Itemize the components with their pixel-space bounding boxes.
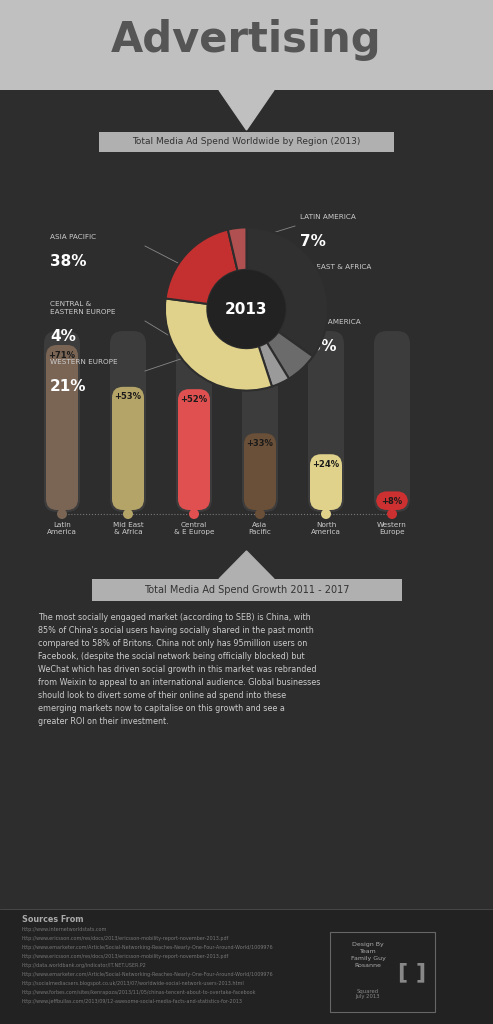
Text: 7%: 7% [300, 234, 326, 249]
Text: +71%: +71% [48, 350, 75, 359]
FancyBboxPatch shape [310, 455, 342, 510]
Circle shape [193, 349, 201, 357]
Circle shape [57, 509, 67, 519]
Text: emerging markets now to capitalise on this growth and see a: emerging markets now to capitalise on th… [38, 705, 285, 713]
Circle shape [189, 509, 199, 519]
Text: Latin
America: Latin America [47, 522, 77, 535]
Text: http://www.forbes.com/sites/kenrapoza/2013/11/05/chinas-tencent-about-to-overtak: http://www.forbes.com/sites/kenrapoza/20… [22, 990, 256, 995]
Text: greater ROI on their investment.: greater ROI on their investment. [38, 717, 169, 726]
Circle shape [123, 509, 133, 519]
Text: ASIA PACIFIC: ASIA PACIFIC [50, 234, 96, 240]
Circle shape [305, 327, 313, 335]
FancyBboxPatch shape [376, 492, 408, 510]
Text: +8%: +8% [382, 497, 403, 506]
Bar [92, 579, 401, 601]
Text: Asia
Pacific: Asia Pacific [248, 522, 272, 535]
Text: WESTERN EUROPE: WESTERN EUROPE [50, 359, 118, 365]
FancyBboxPatch shape [178, 389, 210, 510]
Bar [0, 0, 493, 90]
Text: http://www.emarketer.com/Article/Social-Networking-Reaches-Nearly-One-Four-Aroun: http://www.emarketer.com/Article/Social-… [22, 972, 274, 977]
FancyBboxPatch shape [110, 331, 146, 512]
Circle shape [255, 509, 265, 519]
Text: +53%: +53% [114, 392, 141, 401]
Text: compared to 58% of Britons. China not only has 95million users on: compared to 58% of Britons. China not on… [38, 639, 307, 648]
FancyBboxPatch shape [46, 345, 78, 510]
Text: Western
Europe: Western Europe [377, 522, 407, 535]
Text: http://www.ericsson.com/res/docs/2013/ericsson-mobility-report-november-2013.pdf: http://www.ericsson.com/res/docs/2013/er… [22, 936, 229, 941]
Bar [99, 132, 394, 152]
FancyBboxPatch shape [308, 331, 344, 512]
Text: Central
& E Europe: Central & E Europe [174, 522, 214, 535]
Circle shape [236, 239, 244, 247]
Text: http://www.emarketer.com/Article/Social-Networking-Reaches-Nearly-One-Four-Aroun: http://www.emarketer.com/Article/Social-… [22, 945, 274, 950]
Text: LATIN AMERICA: LATIN AMERICA [300, 214, 356, 220]
Text: from Weixin to appeal to an international audience. Global businesses: from Weixin to appeal to an internationa… [38, 678, 320, 687]
Wedge shape [166, 229, 238, 304]
Text: [ ]: [ ] [398, 962, 426, 982]
Bar [0, 909, 493, 1024]
FancyBboxPatch shape [44, 331, 80, 512]
Text: http://www.jeffbullas.com/2013/09/12-awesome-social-media-facts-and-statistics-f: http://www.jeffbullas.com/2013/09/12-awe… [22, 999, 243, 1004]
Text: The most socially engaged market (according to SEB) is China, with: The most socially engaged market (accord… [38, 613, 311, 622]
Wedge shape [228, 227, 246, 271]
Polygon shape [219, 90, 274, 130]
Circle shape [228, 370, 236, 378]
FancyBboxPatch shape [374, 331, 410, 512]
Wedge shape [267, 332, 313, 379]
Text: CENTRAL &
EASTERN EUROPE: CENTRAL & EASTERN EUROPE [50, 301, 115, 315]
Text: +24%: +24% [313, 460, 340, 469]
Text: +52%: +52% [180, 394, 208, 403]
Text: should look to divert some of their online ad spend into these: should look to divert some of their onli… [38, 691, 286, 700]
Text: Squared
July 2013: Squared July 2013 [356, 988, 380, 999]
Polygon shape [219, 551, 274, 579]
Text: Sources From: Sources From [22, 915, 83, 924]
Wedge shape [165, 298, 272, 390]
Text: 4%: 4% [300, 284, 326, 299]
Circle shape [218, 244, 226, 252]
Text: Total Media Ad Spend Growth 2011 - 2017: Total Media Ad Spend Growth 2011 - 2017 [144, 585, 349, 595]
Text: Mid East
& Africa: Mid East & Africa [112, 522, 143, 535]
Text: http://www.internetworldstats.com: http://www.internetworldstats.com [22, 927, 107, 932]
Text: 85% of China's social users having socially shared in the past month: 85% of China's social users having socia… [38, 626, 314, 635]
FancyBboxPatch shape [112, 387, 144, 510]
Wedge shape [259, 342, 289, 386]
Text: North
America: North America [311, 522, 341, 535]
Text: NORTH AMERICA: NORTH AMERICA [300, 319, 361, 325]
Text: Facebook, (despite the social network being officially blocked) but: Facebook, (despite the social network be… [38, 652, 305, 662]
Circle shape [182, 276, 190, 285]
Wedge shape [246, 227, 328, 356]
Text: +33%: +33% [246, 439, 274, 447]
Text: 4%: 4% [50, 329, 76, 344]
Bar [330, 932, 435, 1012]
Text: Design By
Team
Family Guy
Rosanne: Design By Team Family Guy Rosanne [351, 942, 386, 968]
Text: http://socialmediacsers.blogspot.co.uk/2013/07/worldwide-social-network-users-20: http://socialmediacsers.blogspot.co.uk/2… [22, 981, 245, 986]
Text: 21%: 21% [50, 379, 86, 394]
Text: 2013: 2013 [225, 301, 268, 316]
Text: Total Media Ad Spend Worldwide by Region (2013): Total Media Ad Spend Worldwide by Region… [132, 137, 361, 146]
Text: Advertising: Advertising [111, 19, 382, 61]
Circle shape [321, 509, 331, 519]
FancyBboxPatch shape [176, 331, 212, 512]
Text: 35%: 35% [300, 339, 337, 354]
FancyBboxPatch shape [242, 331, 278, 512]
FancyBboxPatch shape [244, 433, 276, 510]
Circle shape [208, 270, 285, 348]
Text: 38%: 38% [50, 254, 86, 269]
Circle shape [387, 509, 397, 519]
Text: WeChat which has driven social growth in this market was rebranded: WeChat which has driven social growth in… [38, 665, 317, 674]
Text: MID EAST & AFRICA: MID EAST & AFRICA [300, 264, 371, 270]
Text: http://www.ericsson.com/res/docs/2013/ericsson-mobility-report-november-2013.pdf: http://www.ericsson.com/res/docs/2013/er… [22, 954, 229, 959]
Text: http://data.worldbank.org/indicator/IT.NET.USER.P2: http://data.worldbank.org/indicator/IT.N… [22, 963, 147, 968]
